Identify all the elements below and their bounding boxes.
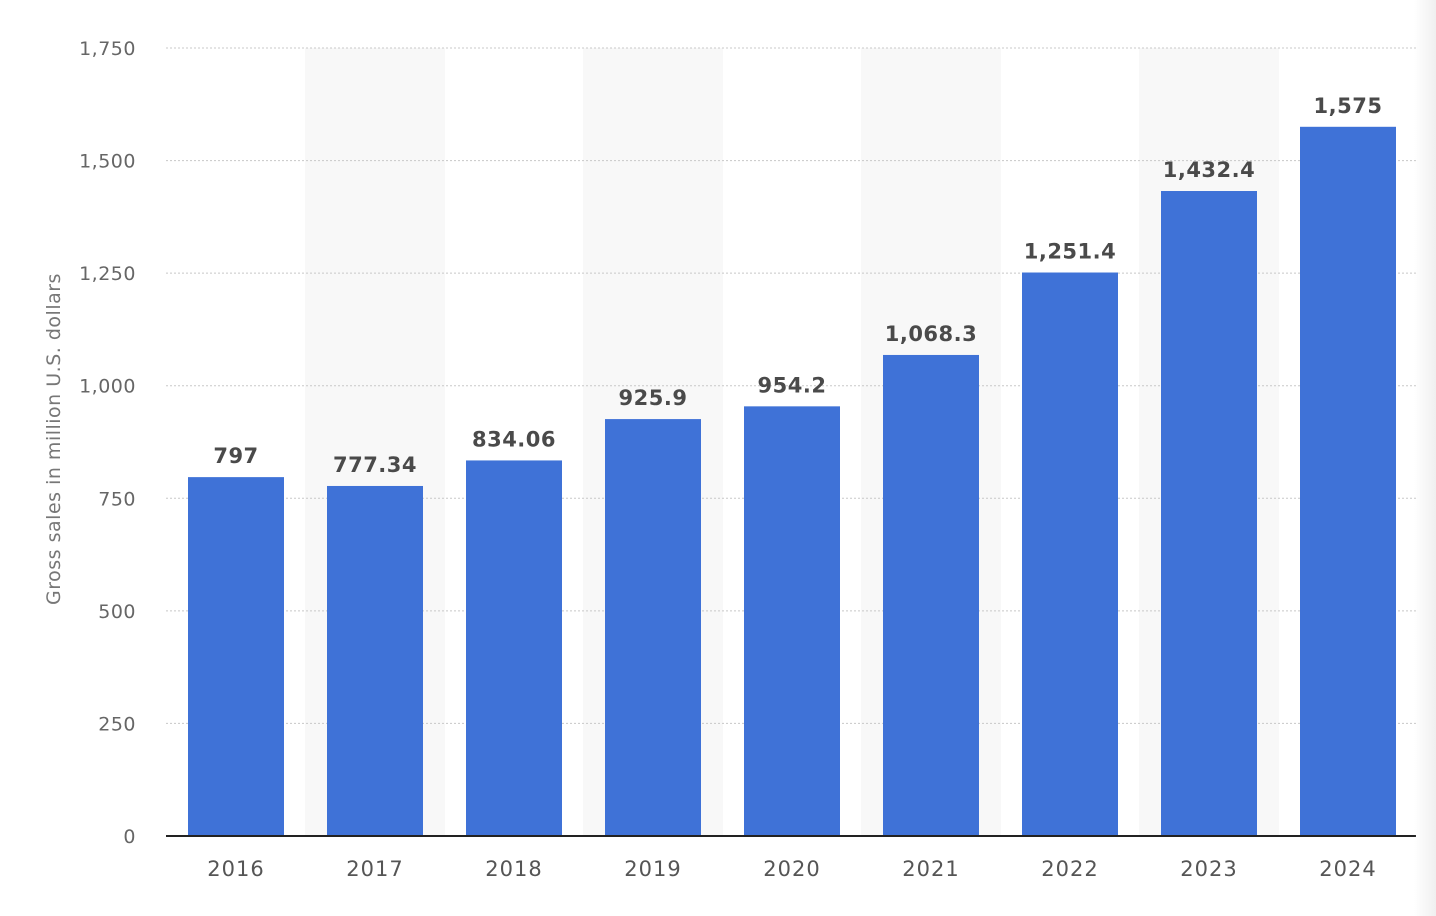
y-tick-label: 500 [98, 601, 136, 623]
bar-2019[interactable] [605, 419, 701, 836]
value-label-2019: 925.9 [619, 386, 688, 410]
value-label-2018: 834.06 [472, 427, 556, 451]
y-axis-title: Gross sales in million U.S. dollars [43, 273, 65, 605]
value-label-2023: 1,432.4 [1163, 158, 1256, 182]
value-label-2020: 954.2 [758, 373, 827, 397]
y-tick-label: 250 [98, 713, 136, 735]
x-tick-label-2024: 2024 [1319, 857, 1376, 881]
right-edge-fade [1414, 0, 1436, 916]
y-tick-label: 1,000 [79, 376, 136, 398]
bar-2022[interactable] [1022, 272, 1118, 836]
x-tick-label-2018: 2018 [485, 857, 542, 881]
x-tick-label-2019: 2019 [624, 857, 681, 881]
x-tick-label-2020: 2020 [763, 857, 820, 881]
y-axis-ticks: 0 250 500 750 1,000 1,250 1,500 1,750 [79, 38, 136, 848]
value-label-2017: 777.34 [333, 453, 417, 477]
bar-2020[interactable] [744, 406, 840, 836]
x-tick-label-2016: 2016 [207, 857, 264, 881]
x-tick-label-2017: 2017 [346, 857, 403, 881]
bar-2024[interactable] [1300, 126, 1396, 837]
x-tick-label-2022: 2022 [1041, 857, 1098, 881]
value-label-2022: 1,251.4 [1024, 240, 1117, 264]
x-tick-label-2023: 2023 [1180, 857, 1237, 881]
bars [188, 126, 1396, 837]
y-tick-label: 0 [123, 826, 136, 848]
y-tick-label: 1,500 [79, 151, 136, 173]
bar-2018[interactable] [466, 460, 562, 836]
bar-2023[interactable] [1161, 191, 1257, 836]
y-tick-label: 750 [98, 488, 136, 510]
value-label-2021: 1,068.3 [885, 322, 978, 346]
value-label-2024: 1,575 [1314, 94, 1383, 118]
bar-2016[interactable] [188, 477, 284, 836]
x-axis-ticks: 2016 2017 2018 2019 2020 2021 2022 2023 2024 [207, 857, 1376, 881]
bar-2017[interactable] [327, 485, 423, 836]
bar-2021[interactable] [883, 354, 979, 836]
y-tick-label: 1,750 [79, 38, 136, 60]
x-tick-label-2021: 2021 [902, 857, 959, 881]
value-labels: 797 777.34 834.06 925.9 954.2 1,068.3 1,251.4 1… [213, 94, 1382, 477]
value-label-2016: 797 [213, 444, 258, 468]
y-tick-label: 1,250 [79, 263, 136, 285]
